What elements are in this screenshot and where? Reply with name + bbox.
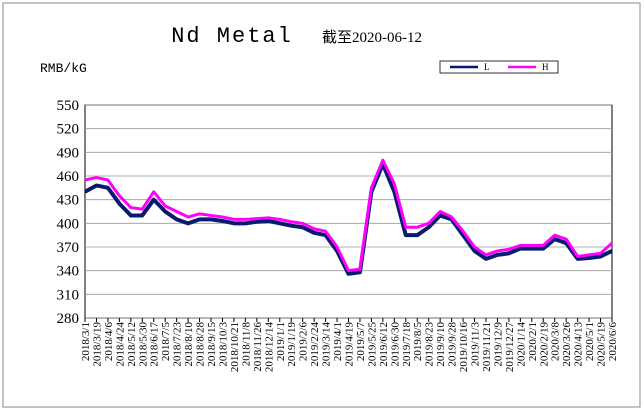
x-tick-label: 2019/1/19 [286, 322, 298, 367]
x-tick-label: 2019/6/30 [389, 322, 401, 367]
x-tick-label: 2018/3/19 [91, 322, 103, 367]
x-tick-label: 2018/11/8 [240, 322, 252, 367]
x-tick-label: 2019/6/12 [378, 322, 390, 367]
x-tick-label: 2019/4/19 [344, 322, 356, 367]
x-tick-label: 2018/9/15 [206, 322, 218, 367]
x-tick-label: 2018/8/28 [195, 322, 207, 367]
x-tick-label: 2020/3/8 [550, 322, 562, 362]
x-tick-label: 2019/8/5 [412, 322, 424, 362]
y-tick-label: 430 [57, 193, 80, 209]
x-tick-label: 2018/7/5 [160, 322, 172, 362]
x-tick-label: 2019/2/24 [309, 322, 321, 367]
x-tick-label: 2019/10/16 [458, 322, 470, 373]
x-tick-label: 2019/2/6 [298, 322, 310, 362]
x-tick-label: 2019/8/23 [424, 322, 436, 367]
y-tick-label: 460 [57, 169, 80, 185]
chart-subtitle: 截至2020-06-12 [322, 29, 422, 46]
x-tick-label: 2019/12/27 [504, 322, 516, 373]
x-tick-label: 2020/1/14 [515, 322, 527, 367]
x-tick-label: 2018/6/17 [149, 322, 161, 367]
x-tick-label: 2020/5/1 [584, 322, 596, 361]
x-tick-label: 2018/4/6 [103, 322, 115, 362]
y-tick-label: 550 [57, 98, 80, 114]
y-tick-label: 280 [57, 311, 80, 327]
series-line [84, 162, 613, 276]
y-tick-label: 340 [57, 264, 80, 280]
x-tick-label: 2019/11/21 [481, 322, 493, 372]
x-tick-label: 2018/10/21 [229, 322, 241, 372]
x-tick-label: 2018/3/1 [80, 322, 92, 361]
x-tick-label: 2019/4/1 [332, 322, 344, 361]
legend-box [439, 60, 559, 74]
y-tick-label: 490 [57, 145, 80, 161]
y-tick-label: 400 [57, 216, 80, 232]
x-tick-label: 2020/4/13 [573, 322, 585, 367]
x-tick-label: 2019/1/1 [275, 322, 287, 361]
x-tick-label: 2020/3/26 [561, 322, 573, 367]
chart-title: Nd Metal [171, 24, 293, 49]
y-tick-label: 310 [57, 287, 80, 303]
y-tick-label: 520 [57, 122, 80, 138]
x-tick-label: 2019/3/14 [321, 322, 333, 367]
x-tick-label: 2018/8/10 [183, 322, 195, 367]
legend-label: L [484, 62, 490, 72]
x-tick-label: 2019/9/10 [435, 322, 447, 367]
x-tick-label: 2018/12/14 [263, 322, 275, 373]
x-tick-label: 2020/2/19 [538, 322, 550, 367]
x-tick-label: 2018/10/3 [217, 322, 229, 367]
x-tick-label: 2020/2/1 [527, 322, 539, 361]
x-tick-label: 2018/4/24 [114, 322, 126, 367]
series-line [84, 158, 614, 273]
x-tick-label: 2019/9/28 [447, 322, 459, 367]
x-tick-label: 2019/7/18 [401, 322, 413, 367]
x-tick-label: 2019/5/25 [366, 322, 378, 367]
x-tick-label: 2018/7/23 [172, 322, 184, 367]
x-tick-label: 2019/12/9 [492, 322, 504, 367]
x-tick-label: 2020/6/6 [607, 322, 619, 362]
x-tick-label: 2018/5/30 [137, 322, 149, 367]
x-tick-label: 2020/5/19 [596, 322, 608, 367]
x-tick-label: 2019/11/3 [470, 322, 482, 367]
y-tick-label: 370 [57, 240, 80, 256]
x-tick-label: 2019/5/7 [355, 322, 367, 362]
x-tick-label: 2018/11/26 [252, 322, 264, 372]
legend-label: H [542, 62, 549, 72]
x-tick-label: 2018/5/12 [126, 322, 138, 367]
y-axis-label: RMB/kG [40, 61, 87, 76]
